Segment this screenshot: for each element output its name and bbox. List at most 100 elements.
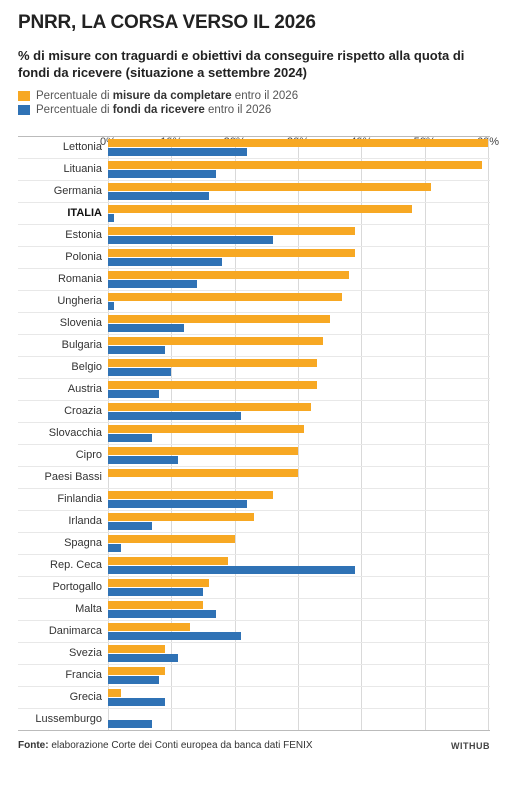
bar-funds <box>108 192 209 200</box>
row-label: Romania <box>18 269 108 290</box>
row-bars <box>108 687 490 708</box>
row-label: Paesi Bassi <box>18 467 108 488</box>
chart-row: Rep. Ceca <box>18 555 490 577</box>
row-label: Lituania <box>18 159 108 180</box>
bar-measures <box>108 293 342 301</box>
bar-measures <box>108 667 165 675</box>
row-bars <box>108 467 490 488</box>
bar-measures <box>108 425 304 433</box>
bar-funds <box>108 324 184 332</box>
chart-row: Austria <box>18 379 490 401</box>
bar-measures <box>108 381 317 389</box>
row-label: Svezia <box>18 643 108 664</box>
chart: 0%10%20%30%40%50%60% LettoniaLituaniaGer… <box>18 136 490 730</box>
bar-funds <box>108 698 165 706</box>
row-bars <box>108 181 490 202</box>
row-bars <box>108 511 490 532</box>
bar-measures <box>108 227 355 235</box>
chart-row: Lettonia <box>18 137 490 159</box>
chart-row: ITALIA <box>18 203 490 225</box>
row-bars <box>108 599 490 620</box>
chart-row: Croazia <box>18 401 490 423</box>
row-label: Finlandia <box>18 489 108 510</box>
row-label: Malta <box>18 599 108 620</box>
chart-row: Francia <box>18 665 490 687</box>
bar-measures <box>108 271 349 279</box>
chart-title: PNRR, LA CORSA VERSO IL 2026 <box>18 12 490 34</box>
bar-measures <box>108 249 355 257</box>
row-label: Rep. Ceca <box>18 555 108 576</box>
bar-measures <box>108 139 488 147</box>
chart-row: Grecia <box>18 687 490 709</box>
bar-measures <box>108 359 317 367</box>
row-bars <box>108 203 490 224</box>
bar-funds <box>108 390 159 398</box>
bar-funds <box>108 500 247 508</box>
chart-subtitle: % di misure con traguardi e obiettivi da… <box>18 48 490 82</box>
plot-area: LettoniaLituaniaGermaniaITALIAEstoniaPol… <box>18 136 490 730</box>
bar-measures <box>108 315 330 323</box>
row-bars <box>108 577 490 598</box>
row-label: Ungheria <box>18 291 108 312</box>
chart-row: Polonia <box>18 247 490 269</box>
legend-item-measures: Percentuale di misure da completare entr… <box>18 90 490 102</box>
bar-measures <box>108 205 412 213</box>
legend-swatch-funds <box>18 105 30 115</box>
bar-funds <box>108 368 171 376</box>
chart-row: Paesi Bassi <box>18 467 490 489</box>
chart-container: PNRR, LA CORSA VERSO IL 2026 % di misure… <box>0 0 508 761</box>
row-label: ITALIA <box>18 203 108 224</box>
bar-funds <box>108 610 216 618</box>
row-bars <box>108 357 490 378</box>
footer: Fonte: elaborazione Corte dei Conti euro… <box>18 740 490 751</box>
row-bars <box>108 379 490 400</box>
legend-text-bold: fondi da ricevere <box>113 104 205 116</box>
chart-row: Germania <box>18 181 490 203</box>
source-label: Fonte: <box>18 740 49 751</box>
chart-row: Danimarca <box>18 621 490 643</box>
bar-funds <box>108 258 222 266</box>
row-label: Austria <box>18 379 108 400</box>
bar-funds <box>108 654 178 662</box>
bar-measures <box>108 513 254 521</box>
row-bars <box>108 445 490 466</box>
bar-measures <box>108 689 121 697</box>
bar-measures <box>108 579 209 587</box>
bar-funds <box>108 434 152 442</box>
row-bars <box>108 489 490 510</box>
row-label: Grecia <box>18 687 108 708</box>
row-bars <box>108 137 490 158</box>
legend-text-bold: misure da completare <box>113 90 232 102</box>
chart-row: Portogallo <box>18 577 490 599</box>
row-bars <box>108 247 490 268</box>
chart-row: Svezia <box>18 643 490 665</box>
row-label: Cipro <box>18 445 108 466</box>
row-bars <box>108 709 490 730</box>
chart-row: Cipro <box>18 445 490 467</box>
chart-row: Belgio <box>18 357 490 379</box>
bar-funds <box>108 632 241 640</box>
row-label: Irlanda <box>18 511 108 532</box>
chart-row: Slovenia <box>18 313 490 335</box>
row-bars <box>108 159 490 180</box>
chart-row: Estonia <box>18 225 490 247</box>
bar-measures <box>108 447 298 455</box>
legend-label-measures: Percentuale di misure da completare entr… <box>36 90 298 102</box>
row-label: Portogallo <box>18 577 108 598</box>
row-label: Belgio <box>18 357 108 378</box>
chart-row: Slovacchia <box>18 423 490 445</box>
legend-text-pre: Percentuale di <box>36 104 113 116</box>
row-label: Polonia <box>18 247 108 268</box>
bar-funds <box>108 566 355 574</box>
bar-funds <box>108 676 159 684</box>
row-bars <box>108 269 490 290</box>
bar-funds <box>108 720 152 728</box>
bar-funds <box>108 412 241 420</box>
chart-row: Lussemburgo <box>18 709 490 731</box>
row-bars <box>108 555 490 576</box>
chart-row: Finlandia <box>18 489 490 511</box>
legend-swatch-measures <box>18 91 30 101</box>
bar-funds <box>108 456 178 464</box>
brand-label: WITHUB <box>451 741 490 751</box>
bar-measures <box>108 535 235 543</box>
